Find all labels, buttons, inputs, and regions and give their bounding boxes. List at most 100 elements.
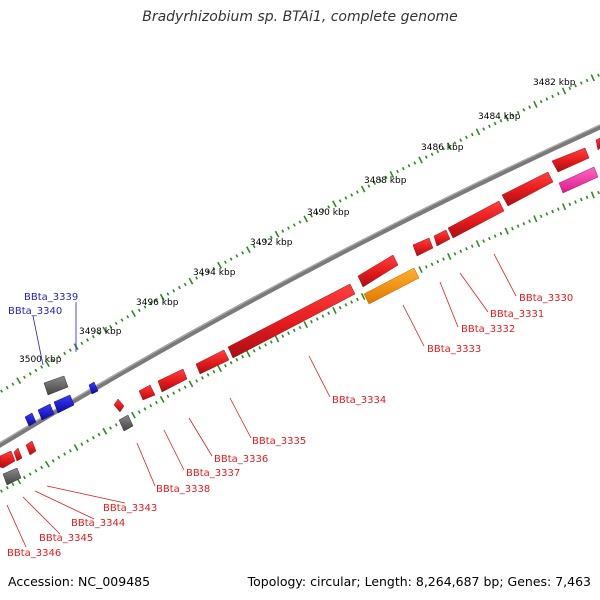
- gene-feature-grey-1[interactable]: [43, 375, 69, 396]
- scale-label-3498: 3498 kbp: [79, 327, 122, 337]
- scale-tick-minor: [172, 391, 176, 395]
- scale-tick-major: [274, 230, 280, 238]
- scale-tick-major: [475, 240, 481, 248]
- gene-label-bbta-3345[interactable]: BBta_3345: [39, 533, 93, 544]
- gene-label-bbta-3343[interactable]: BBta_3343: [103, 503, 157, 514]
- gene-label-bbta-3331[interactable]: BBta_3331: [490, 309, 544, 320]
- scale-tick-minor: [579, 81, 583, 85]
- gene-feature-bbta-3337[interactable]: [138, 384, 156, 401]
- scale-tick-major: [44, 460, 50, 468]
- gene-feature-bbta-3340[interactable]: [37, 403, 55, 421]
- scale-tick-minor: [109, 325, 112, 329]
- gene-feature-grey-2[interactable]: [118, 414, 134, 432]
- scale-tick-major: [418, 156, 423, 164]
- scale-tick-minor: [470, 244, 474, 248]
- scale-tick-minor: [516, 110, 520, 115]
- scale-tick-minor: [51, 459, 55, 463]
- scale-tick-minor: [465, 135, 468, 140]
- scale-tick-minor: [252, 244, 256, 249]
- leader-line-bbta-3330: [493, 253, 517, 297]
- gene-label-bbta-3336[interactable]: BBta_3336: [214, 454, 268, 465]
- gene-feature-bbta-3332[interactable]: [447, 200, 505, 239]
- scale-tick-minor: [556, 91, 560, 96]
- scale-tick-minor: [482, 239, 486, 243]
- gene-label-bbta-3339[interactable]: BBta_3339: [24, 292, 78, 303]
- scale-tick-minor: [51, 358, 55, 362]
- scale-tick-major: [217, 365, 223, 373]
- gene-label-bbta-3334[interactable]: BBta_3334: [332, 395, 386, 406]
- scale-tick-major: [360, 185, 366, 193]
- gene-feature-bbta-3338[interactable]: [113, 398, 125, 413]
- genome-backbone-highlight: [0, 124, 600, 444]
- scale-tick-minor: [528, 219, 531, 223]
- gene-label-bbta-3332[interactable]: BBta_3332: [461, 324, 515, 335]
- scale-label-3494: 3494 kbp: [193, 268, 236, 278]
- gene-feature-bbta-3334[interactable]: [227, 283, 356, 359]
- gene-feature-bbta-3339[interactable]: [53, 394, 75, 414]
- scale-tick-minor: [5, 385, 9, 390]
- scale-tick-minor: [0, 389, 3, 393]
- gene-label-bbta-3346[interactable]: BBta_3346: [7, 548, 61, 559]
- scale-tick-minor: [281, 334, 285, 338]
- scale-tick-minor: [321, 208, 325, 212]
- scale-tick-major: [102, 427, 108, 435]
- gene-feature-grey-3[interactable]: [2, 467, 22, 486]
- genome-summary-text: Topology: circular; Length: 8,264,687 bp…: [247, 574, 591, 589]
- scale-tick-minor: [482, 127, 486, 131]
- scale-tick-minor: [120, 318, 124, 322]
- gene-feature-orange[interactable]: [363, 267, 420, 305]
- gene-feature-bbta-3334a[interactable]: [357, 254, 399, 288]
- gene-label-bbta-3338[interactable]: BBta_3338: [156, 484, 210, 495]
- gene-feature-bbta-3332b[interactable]: [433, 229, 451, 247]
- scale-tick-minor: [465, 247, 468, 251]
- gene-feature-blue-3[interactable]: [24, 412, 37, 427]
- gene-feature-bbta-3343[interactable]: [25, 440, 37, 456]
- gene-feature-pink[interactable]: [558, 166, 599, 194]
- gene-feature-bbta-3344[interactable]: [13, 447, 23, 462]
- gene-feature-bbta-3335[interactable]: [195, 349, 230, 375]
- scale-tick-minor: [424, 265, 428, 269]
- gene-feature-bbta-3345[interactable]: [0, 450, 16, 469]
- scale-tick-minor: [109, 426, 112, 430]
- gene-feature-bbta-3331[interactable]: [501, 171, 554, 207]
- gene-feature-blue-1[interactable]: [88, 381, 99, 395]
- accession-text: Accession: NC_009485: [8, 574, 151, 589]
- scale-tick-minor: [23, 375, 26, 379]
- scale-tick-ring-outer: [0, 73, 600, 393]
- scale-tick-minor: [57, 455, 61, 460]
- scale-tick-minor: [212, 266, 216, 271]
- gene-feature-bbta-3336[interactable]: [157, 368, 188, 393]
- scale-tick-minor: [166, 292, 170, 296]
- scale-tick-major: [533, 215, 538, 223]
- scale-tick-minor: [568, 202, 572, 207]
- scale-tick-minor: [373, 181, 377, 185]
- scale-tick-minor: [287, 331, 290, 335]
- scale-tick-minor: [528, 105, 532, 109]
- scale-tick-minor: [183, 282, 187, 287]
- scale-tick-minor: [172, 289, 176, 293]
- gene-label-bbta-3344[interactable]: BBta_3344: [71, 518, 125, 529]
- gene-labels: BBta_3330 BBta_3331 BBta_3332 BBta_3333 …: [7, 292, 573, 559]
- gene-feature-bbta-3333[interactable]: [412, 237, 434, 257]
- scale-tick-major: [16, 377, 22, 385]
- gene-label-bbta-3333[interactable]: BBta_3333: [427, 344, 481, 355]
- gene-label-bbta-3340[interactable]: BBta_3340: [8, 306, 62, 317]
- gene-label-bbta-3335[interactable]: BBta_3335: [252, 436, 306, 447]
- gene-label-bbta-3330[interactable]: BBta_3330: [519, 293, 573, 304]
- scale-tick-minor: [315, 317, 319, 321]
- scale-tick-minor: [11, 382, 15, 386]
- scale-tick-major: [245, 350, 251, 358]
- scale-tick-major: [188, 277, 194, 285]
- scale-tick-minor: [57, 355, 61, 359]
- scale-tick-minor: [23, 475, 26, 480]
- gene-label-bbta-3337[interactable]: BBta_3337: [186, 468, 240, 479]
- scale-tick-minor: [28, 372, 32, 376]
- scale-tick-minor: [68, 348, 72, 352]
- leader-line-bbta-3344: [34, 490, 95, 520]
- gene-feature-bbta-3330[interactable]: [551, 147, 590, 173]
- scale-tick-minor: [281, 229, 285, 233]
- gene-feature-bbta-3330b[interactable]: [595, 137, 600, 151]
- scale-tick-minor: [97, 331, 101, 335]
- scale-tick-minor: [356, 297, 359, 302]
